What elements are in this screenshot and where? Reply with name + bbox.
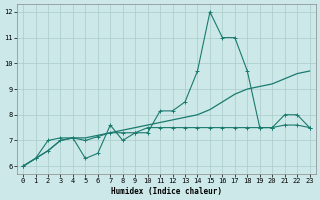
X-axis label: Humidex (Indice chaleur): Humidex (Indice chaleur)	[111, 187, 222, 196]
